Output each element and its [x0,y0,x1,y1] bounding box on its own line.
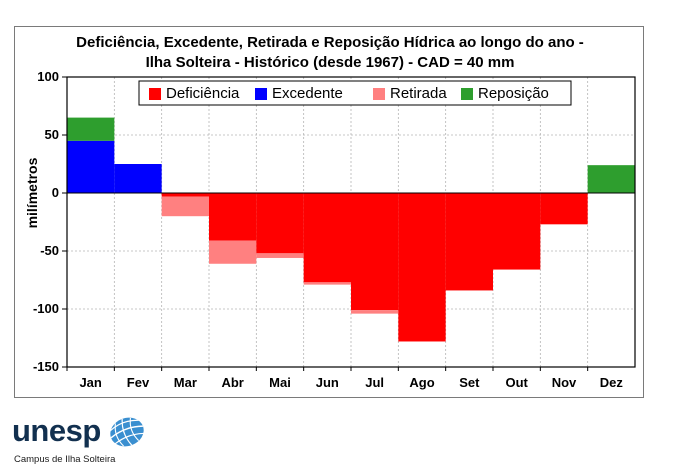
chart-frame: Deficiência, Excedente, Retirada e Repos… [14,26,644,398]
unesp-logo: unesp Campus de Ilha Solteira [12,410,172,466]
x-tick-label: Jan [79,375,101,390]
x-tick-label: Jun [316,375,339,390]
bar-excedente-fev [114,164,162,193]
bar-deficiencia-mai [256,193,304,254]
x-tick-label: Set [459,375,480,390]
x-tick-label: Abr [221,375,243,390]
logo-campus-subtitle: Campus de Ilha Solteira [14,454,116,465]
legend: Deficiência Excedente Retirada Reposição [138,80,572,106]
bar-deficiencia-out [493,193,541,270]
legend-label: Excedente [272,85,343,102]
bar-retirada-abr [209,240,257,264]
y-tick-label: -50 [40,243,59,258]
bar-reposicao-dez [587,165,635,193]
legend-label: Reposição [478,85,549,102]
chart-title-line-1: Deficiência, Excedente, Retirada e Repos… [76,34,584,51]
y-tick-label: -100 [33,301,59,316]
bar-deficiencia-abr [209,193,257,241]
bar-deficiencia-set [445,193,493,291]
x-tick-label: Fev [127,375,150,390]
bar-deficiencia-mar [161,193,209,197]
x-tick-label: Ago [409,375,434,390]
x-tick-label: Mar [174,375,197,390]
logo-sphere-icon [110,417,144,447]
bar-retirada-mai [256,253,304,258]
x-tick-label: Mai [269,375,291,390]
legend-swatch [255,88,267,100]
chart-title-line-2: Ilha Solteira - Histórico (desde 1967) -… [146,54,515,71]
axes [62,76,636,371]
legend-swatch [461,88,473,100]
bar-retirada-jul [351,310,399,314]
bar-retirada-mar [161,196,209,217]
y-axis-label: milímetros [24,157,40,228]
x-tick-label: Dez [600,375,624,390]
legend-swatch [373,88,385,100]
water-balance-chart: Deficiência, Excedente, Retirada e Repos… [24,34,636,390]
x-tick-label: Out [505,375,528,390]
legend-label: Retirada [390,85,447,102]
x-tick-labels: Jan Fev Mar Abr Mai Jun Jul Ago Set Out Nov Dez [79,375,623,390]
y-tick-label: -150 [33,359,59,374]
bar-excedente-jan [67,140,115,193]
bars [67,117,635,342]
logo-wordmark: unesp [12,413,101,448]
legend-label: Deficiência [166,85,240,102]
bar-retirada-jun [303,282,351,285]
bar-deficiencia-jul [351,193,399,311]
bar-deficiencia-jun [303,193,351,283]
y-tick-label: 0 [52,185,59,200]
bar-reposicao-jan [67,117,115,141]
chart-title: Deficiência, Excedente, Retirada e Repos… [76,34,584,71]
bar-deficiencia-ago [398,193,446,342]
y-tick-label: 100 [37,69,59,84]
x-tick-label: Jul [365,375,384,390]
bar-deficiencia-nov [540,193,588,225]
y-tick-labels: 100 50 0 -50 -100 -150 [33,69,59,374]
legend-box [138,80,572,106]
y-tick-label: 50 [45,127,59,142]
legend-swatch [149,88,161,100]
x-tick-label: Nov [552,375,577,390]
